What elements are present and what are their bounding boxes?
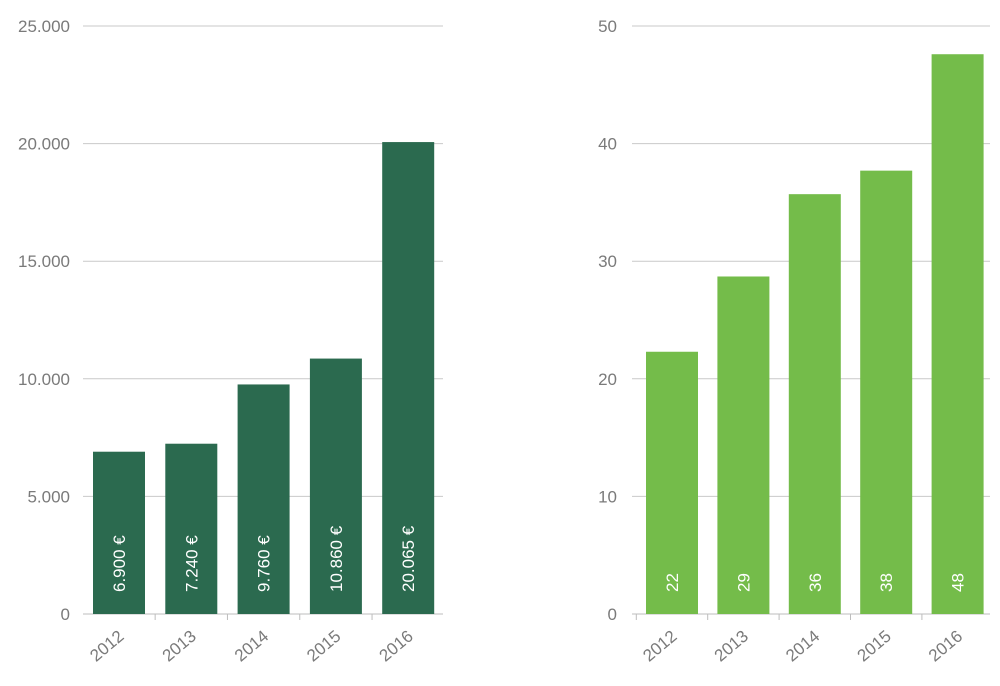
right-bar-chart: 0 10 20 30 40 50 22 2012 29 2013 36 2014 38 2015 48 201… — [598, 17, 990, 665]
x-tick-label: 2015 — [303, 627, 344, 666]
y-tick-label: 15.000 — [18, 252, 70, 271]
x-tick-label: 2016 — [376, 627, 417, 666]
data-label: 7.240 € — [182, 535, 201, 592]
data-label: 36 — [806, 573, 825, 592]
x-tick-label: 2016 — [925, 627, 966, 666]
data-label: 48 — [949, 573, 968, 592]
x-tick-label: 2013 — [711, 627, 752, 666]
y-tick-label: 40 — [598, 135, 617, 154]
y-tick-label: 25.000 — [18, 17, 70, 36]
x-tick-label: 2014 — [231, 627, 272, 666]
y-tick-label: 20.000 — [18, 135, 70, 154]
y-tick-label: 10 — [598, 487, 617, 506]
bar-2012 — [646, 351, 698, 614]
y-tick-label: 30 — [598, 252, 617, 271]
data-label: 10.860 € — [327, 525, 346, 592]
y-tick-label: 20 — [598, 370, 617, 389]
bar-2015 — [309, 358, 362, 614]
data-label: 6.900 € — [110, 535, 129, 592]
left-bar-chart: 0 5.000 10.000 15.000 20.000 25.000 6.900 € 201… — [18, 17, 443, 665]
bar-2013 — [717, 276, 770, 614]
data-label: 22 — [663, 573, 682, 592]
x-tick-label: 2012 — [639, 627, 680, 666]
data-label: 38 — [877, 573, 896, 592]
y-tick-label: 10.000 — [18, 370, 70, 389]
bar-2013 — [165, 443, 218, 614]
data-label: 29 — [734, 573, 753, 592]
y-tick-label: 0 — [61, 605, 70, 624]
bar-2012 — [93, 451, 145, 614]
x-tick-label: 2014 — [782, 627, 823, 666]
bar-2016 — [931, 54, 984, 614]
y-tick-label: 50 — [598, 17, 617, 36]
data-label: 20.065 € — [399, 525, 418, 592]
bar-2015 — [860, 170, 913, 614]
bar-2014 — [788, 194, 841, 614]
bar-2016 — [382, 142, 435, 614]
y-tick-label: 0 — [608, 605, 617, 624]
x-tick-label: 2013 — [159, 627, 200, 666]
x-tick-label: 2012 — [86, 627, 127, 666]
x-tick-label: 2015 — [854, 627, 895, 666]
y-tick-label: 5.000 — [27, 487, 70, 506]
bar-2014 — [237, 384, 290, 614]
data-label: 9.760 € — [255, 535, 274, 592]
